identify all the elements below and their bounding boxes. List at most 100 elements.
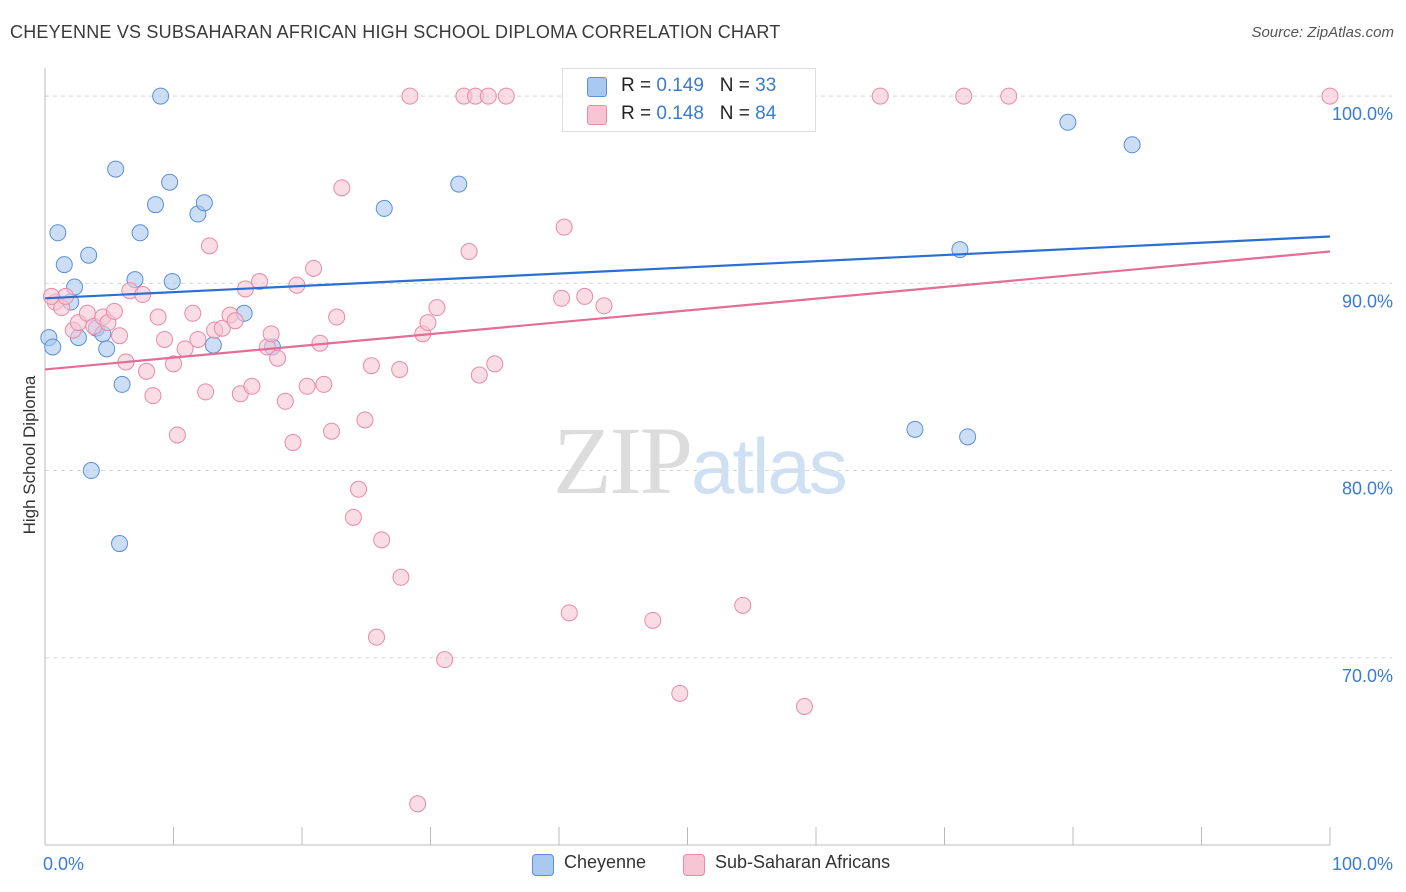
subsaharan-point <box>251 272 269 290</box>
source-label: Source: ZipAtlas.com <box>1251 24 1394 41</box>
cheyenne-point <box>450 175 468 193</box>
subsaharan-point <box>368 628 386 646</box>
cheyenne-point <box>959 428 977 446</box>
subsaharan-point <box>344 508 362 526</box>
subsaharan-point <box>362 357 380 375</box>
subsaharan-point <box>1321 87 1339 105</box>
subsaharan-point <box>305 259 323 277</box>
subsaharan-point <box>734 596 752 614</box>
x-tick-label: 100.0% <box>1332 854 1393 874</box>
subsaharan-trend-line <box>44 250 1331 371</box>
legend-r-value: 0.148 <box>656 103 704 124</box>
subsaharan-point <box>560 604 578 622</box>
legend-swatch-blue <box>587 77 607 97</box>
legend-n-value: 33 <box>755 75 777 96</box>
subsaharan-point <box>955 87 973 105</box>
subsaharan-point <box>401 87 419 105</box>
subsaharan-point <box>213 319 231 337</box>
legend-label-cheyenne: Cheyenne <box>564 852 647 872</box>
y-tick-label: 100.0% <box>1332 104 1393 124</box>
subsaharan-point <box>373 531 391 549</box>
legend-label-subsaharan: Sub-Saharan Africans <box>715 852 891 872</box>
subsaharan-point <box>284 433 302 451</box>
chart-title: CHEYENNE VS SUBSAHARAN AFRICAN HIGH SCHO… <box>10 22 781 42</box>
subsaharan-point <box>436 651 454 669</box>
cheyenne-point <box>82 462 100 480</box>
subsaharan-point <box>42 287 60 305</box>
y-tick-label: 90.0% <box>1342 291 1393 311</box>
subsaharan-point <box>419 314 437 332</box>
legend-swatch-pink <box>683 854 705 876</box>
legend-r-label: R = <box>621 103 657 124</box>
subsaharan-point <box>243 377 261 395</box>
subsaharan-point <box>197 383 215 401</box>
legend-r-label: R = <box>621 75 657 96</box>
subsaharan-point <box>486 355 504 373</box>
subsaharan-point <box>226 312 244 330</box>
cheyenne-point <box>1123 136 1141 154</box>
subsaharan-point <box>111 327 129 345</box>
y-tick-label: 70.0% <box>1342 666 1393 686</box>
correlation-legend: R = 0.149 N = 33 R = 0.148 N = 84 <box>562 68 816 132</box>
subsaharan-point <box>189 330 207 348</box>
cheyenne-point <box>113 375 131 393</box>
subsaharan-point <box>144 387 162 405</box>
subsaharan-point <box>409 795 427 813</box>
subsaharan-point <box>328 308 346 326</box>
legend-swatch-pink <box>587 105 607 125</box>
cheyenne-point <box>80 246 98 264</box>
cheyenne-point <box>375 199 393 217</box>
subsaharan-point <box>276 392 294 410</box>
cheyenne-trend-line <box>44 235 1331 300</box>
legend-swatch-blue <box>532 854 554 876</box>
cheyenne-point <box>44 338 62 356</box>
x-tick-label: 0.0% <box>43 854 84 874</box>
subsaharan-point <box>184 304 202 322</box>
cheyenne-point <box>195 194 213 212</box>
y-axis-label: High School Diploma <box>20 375 39 535</box>
subsaharan-point <box>671 684 689 702</box>
subsaharan-point <box>576 287 594 305</box>
subsaharan-point <box>269 349 287 367</box>
subsaharan-point <box>356 411 374 429</box>
cheyenne-point <box>55 256 73 274</box>
cheyenne-point <box>131 224 149 242</box>
subsaharan-point <box>644 611 662 629</box>
subsaharan-point <box>138 362 156 380</box>
subsaharan-point <box>497 87 515 105</box>
cheyenne-point <box>1059 113 1077 131</box>
subsaharan-point <box>315 375 333 393</box>
cheyenne-point <box>107 160 125 178</box>
subsaharan-point <box>391 360 409 378</box>
subsaharan-point <box>323 422 341 440</box>
subsaharan-point <box>168 426 186 444</box>
y-tick-label: 80.0% <box>1342 479 1393 499</box>
cheyenne-point <box>98 340 116 358</box>
subsaharan-point <box>428 299 446 317</box>
subsaharan-point <box>200 237 218 255</box>
watermark-atlas: atlas <box>691 422 848 510</box>
subsaharan-point <box>105 302 123 320</box>
subsaharan-point <box>350 480 368 498</box>
cheyenne-point <box>163 272 181 290</box>
subsaharan-point <box>460 242 478 260</box>
subsaharan-point <box>555 218 573 236</box>
subsaharan-point <box>595 297 613 315</box>
subsaharan-point <box>479 87 497 105</box>
subsaharan-point <box>298 377 316 395</box>
subsaharan-point <box>1000 87 1018 105</box>
cheyenne-point <box>204 336 222 354</box>
legend-n-label: N = <box>719 103 756 124</box>
cheyenne-point <box>111 535 129 553</box>
cheyenne-point <box>147 196 165 214</box>
watermark-zip: ZIP <box>553 407 693 514</box>
subsaharan-point <box>795 697 813 715</box>
subsaharan-point <box>262 325 280 343</box>
legend-r-value: 0.149 <box>656 75 704 96</box>
subsaharan-point <box>553 289 571 307</box>
legend-n-value: 84 <box>755 103 777 124</box>
series-legend: Cheyenne Sub-Saharan Africans <box>0 852 1406 878</box>
watermark: ZIPatlas <box>553 405 848 516</box>
subsaharan-point <box>156 330 174 348</box>
